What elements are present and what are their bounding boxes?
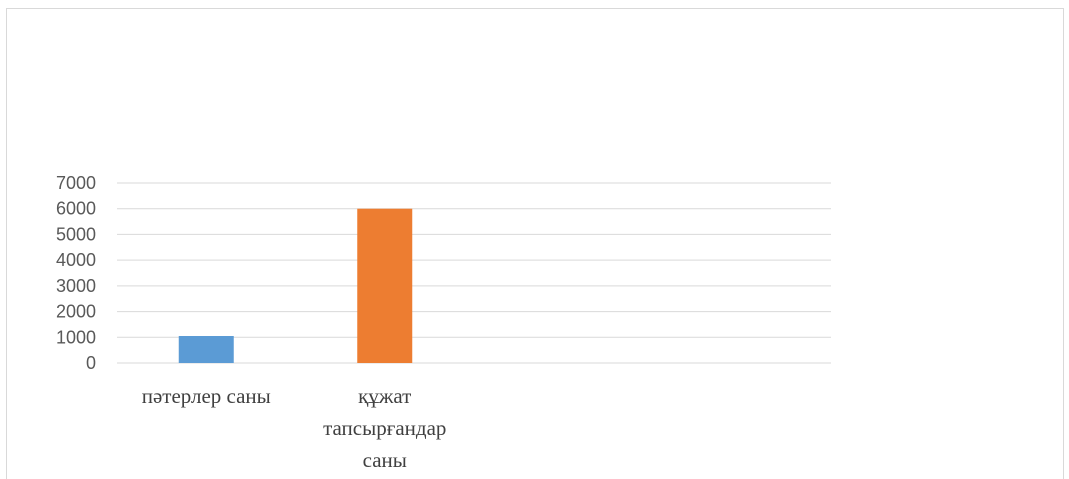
y-tick-label: 0 <box>86 353 96 373</box>
y-tick-label: 7000 <box>56 173 96 193</box>
y-tick-label: 6000 <box>56 199 96 219</box>
y-tick-label: 3000 <box>56 276 96 296</box>
y-tick-label: 4000 <box>56 250 96 270</box>
x-category-label: тапсырғандар <box>323 416 446 440</box>
bar <box>178 336 234 363</box>
y-tick-label: 2000 <box>56 302 96 322</box>
x-category-label: саны <box>363 448 407 472</box>
y-tick-label: 5000 <box>56 224 96 244</box>
chart-frame <box>6 8 1064 479</box>
y-tick-label: 1000 <box>56 327 96 347</box>
x-category-label: құжат <box>358 384 411 408</box>
x-category-label: пәтерлер саны <box>142 384 271 408</box>
bar <box>357 208 413 363</box>
